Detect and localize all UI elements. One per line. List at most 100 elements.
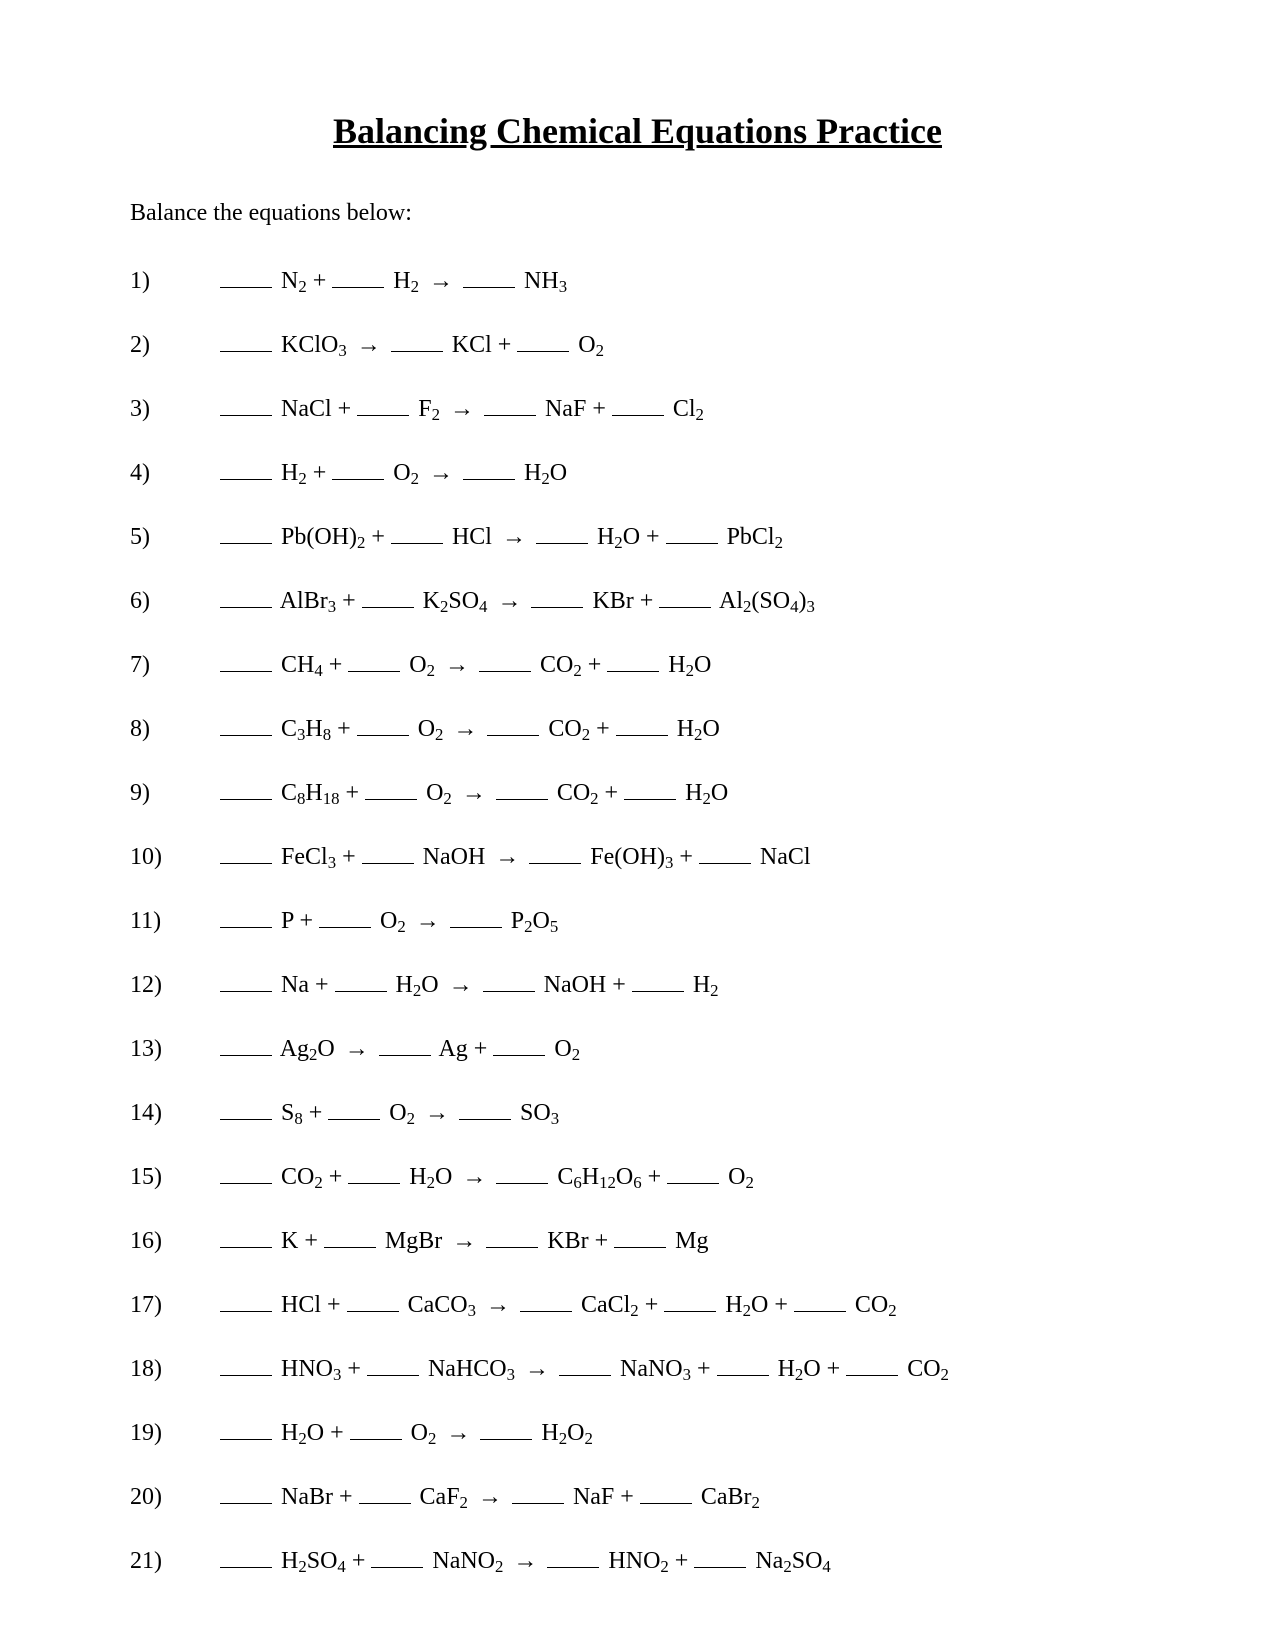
coefficient-blank[interactable]: [547, 1545, 599, 1568]
coefficient-blank[interactable]: [371, 1545, 423, 1568]
coefficient-blank[interactable]: [220, 265, 272, 288]
chemical-species: MgBr: [385, 1228, 442, 1254]
coefficient-blank[interactable]: [536, 521, 588, 544]
coefficient-blank[interactable]: [520, 1289, 572, 1312]
coefficient-blank[interactable]: [794, 1289, 846, 1312]
coefficient-blank[interactable]: [350, 1417, 402, 1440]
chemical-species: NaF: [573, 1484, 614, 1510]
coefficient-blank[interactable]: [220, 1481, 272, 1504]
coefficient-blank[interactable]: [517, 329, 569, 352]
coefficient-blank[interactable]: [463, 265, 515, 288]
coefficient-blank[interactable]: [717, 1353, 769, 1376]
coefficient-blank[interactable]: [220, 1417, 272, 1440]
coefficient-blank[interactable]: [483, 969, 535, 992]
chemical-species: Mg: [675, 1228, 708, 1254]
coefficient-blank[interactable]: [659, 585, 711, 608]
coefficient-blank[interactable]: [607, 649, 659, 672]
coefficient-blank[interactable]: [459, 1097, 511, 1120]
chemical-species: H2O: [409, 1164, 452, 1190]
coefficient-blank[interactable]: [493, 1033, 545, 1056]
coefficient-blank[interactable]: [699, 841, 751, 864]
coefficient-blank[interactable]: [694, 1545, 746, 1568]
coefficient-blank[interactable]: [347, 1289, 399, 1312]
coefficient-blank[interactable]: [391, 521, 443, 544]
coefficient-blank[interactable]: [450, 905, 502, 928]
coefficient-blank[interactable]: [559, 1353, 611, 1376]
coefficient-blank[interactable]: [220, 713, 272, 736]
coefficient-blank[interactable]: [220, 1353, 272, 1376]
chemical-species: CO2: [557, 780, 599, 806]
coefficient-blank[interactable]: [220, 393, 272, 416]
coefficient-blank[interactable]: [616, 713, 668, 736]
coefficient-blank[interactable]: [362, 585, 414, 608]
coefficient-blank[interactable]: [640, 1481, 692, 1504]
equation: AlBr3 + K2SO4 → KBr + Al2(SO4)3: [220, 583, 815, 619]
coefficient-blank[interactable]: [319, 905, 371, 928]
coefficient-blank[interactable]: [463, 457, 515, 480]
coefficient-blank[interactable]: [220, 649, 272, 672]
coefficient-blank[interactable]: [531, 585, 583, 608]
coefficient-blank[interactable]: [220, 329, 272, 352]
chemical-species: H2SO4: [281, 1548, 346, 1574]
coefficient-blank[interactable]: [496, 1161, 548, 1184]
coefficient-blank[interactable]: [357, 713, 409, 736]
coefficient-blank[interactable]: [484, 393, 536, 416]
coefficient-blank[interactable]: [667, 1161, 719, 1184]
coefficient-blank[interactable]: [348, 649, 400, 672]
coefficient-blank[interactable]: [220, 969, 272, 992]
coefficient-blank[interactable]: [220, 1545, 272, 1568]
chemical-species: KBr: [547, 1228, 588, 1254]
coefficient-blank[interactable]: [486, 1225, 538, 1248]
chemical-species: NaHCO3: [428, 1356, 515, 1382]
coefficient-blank[interactable]: [328, 1097, 380, 1120]
coefficient-blank[interactable]: [335, 969, 387, 992]
coefficient-blank[interactable]: [220, 1033, 272, 1056]
coefficient-blank[interactable]: [612, 393, 664, 416]
chemical-species: H2O: [778, 1356, 821, 1382]
coefficient-blank[interactable]: [666, 521, 718, 544]
coefficient-blank[interactable]: [624, 777, 676, 800]
coefficient-blank[interactable]: [487, 713, 539, 736]
coefficient-blank[interactable]: [367, 1353, 419, 1376]
coefficient-blank[interactable]: [496, 777, 548, 800]
coefficient-blank[interactable]: [220, 905, 272, 928]
coefficient-blank[interactable]: [220, 1097, 272, 1120]
equation: K + MgBr → KBr + Mg: [220, 1223, 708, 1259]
coefficient-blank[interactable]: [220, 1225, 272, 1248]
coefficient-blank[interactable]: [220, 585, 272, 608]
coefficient-blank[interactable]: [357, 393, 409, 416]
coefficient-blank[interactable]: [664, 1289, 716, 1312]
coefficient-blank[interactable]: [332, 457, 384, 480]
coefficient-blank[interactable]: [479, 649, 531, 672]
coefficient-blank[interactable]: [359, 1481, 411, 1504]
coefficient-blank[interactable]: [332, 265, 384, 288]
chemical-species: P: [281, 908, 293, 934]
coefficient-blank[interactable]: [365, 777, 417, 800]
coefficient-blank[interactable]: [512, 1481, 564, 1504]
chemical-species: PbCl2: [727, 524, 783, 550]
coefficient-blank[interactable]: [391, 329, 443, 352]
coefficient-blank[interactable]: [362, 841, 414, 864]
coefficient-blank[interactable]: [220, 841, 272, 864]
chemical-species: Ag2O: [280, 1036, 335, 1062]
coefficient-blank[interactable]: [529, 841, 581, 864]
coefficient-blank[interactable]: [324, 1225, 376, 1248]
equation: C3H8 + O2 → CO2 + H2O: [220, 711, 720, 747]
coefficient-blank[interactable]: [220, 777, 272, 800]
coefficient-blank[interactable]: [632, 969, 684, 992]
chemical-species: O2: [393, 460, 419, 486]
coefficient-blank[interactable]: [379, 1033, 431, 1056]
coefficient-blank[interactable]: [220, 521, 272, 544]
coefficient-blank[interactable]: [348, 1161, 400, 1184]
problem-number: 9): [130, 775, 220, 811]
coefficient-blank[interactable]: [614, 1225, 666, 1248]
chemical-species: NaOH: [423, 844, 486, 870]
chemical-species: H2O: [281, 1420, 324, 1446]
chemical-species: O2: [411, 1420, 437, 1446]
coefficient-blank[interactable]: [220, 457, 272, 480]
coefficient-blank[interactable]: [220, 1289, 272, 1312]
coefficient-blank[interactable]: [846, 1353, 898, 1376]
coefficient-blank[interactable]: [480, 1417, 532, 1440]
chemical-species: H2O: [668, 652, 711, 678]
coefficient-blank[interactable]: [220, 1161, 272, 1184]
